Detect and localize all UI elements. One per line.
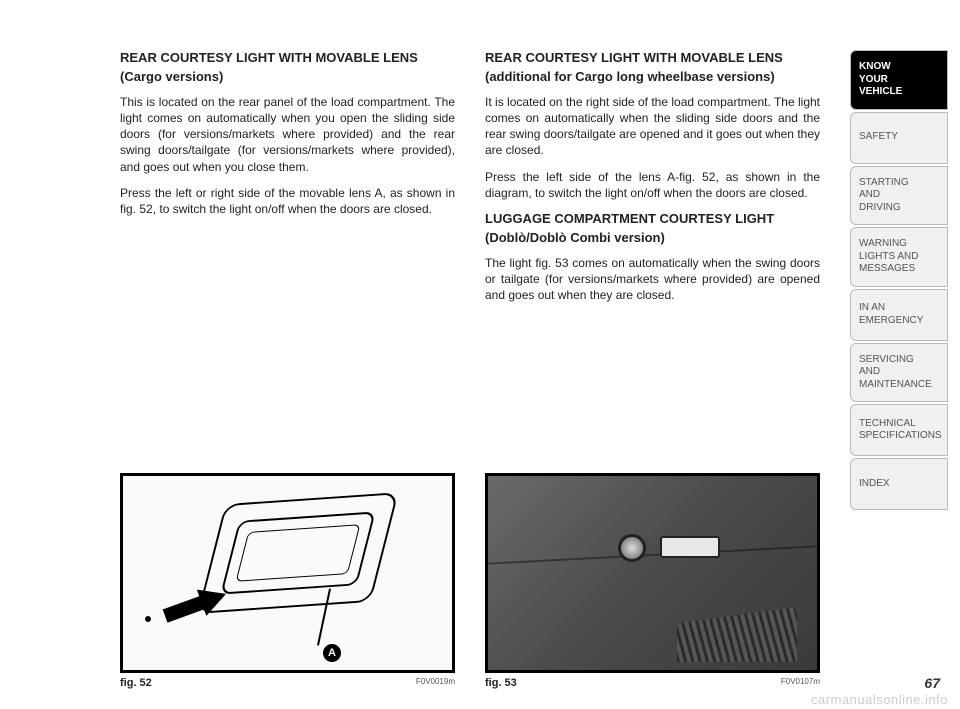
paragraph: The light fig. 53 comes on automatically…: [485, 255, 820, 304]
tab-servicing-maintenance[interactable]: SERVICINGANDMAINTENANCE: [850, 343, 948, 403]
tab-know-your-vehicle[interactable]: KNOWYOURVEHICLE: [850, 50, 948, 110]
tab-starting-and-driving[interactable]: STARTINGANDDRIVING: [850, 166, 948, 226]
tab-label: TECHNICALSPECIFICATIONS: [859, 418, 942, 443]
figure-53: [485, 473, 820, 673]
tab-label: IN ANEMERGENCY: [859, 302, 923, 327]
section-subhead-right: (additional for Cargo long wheelbase ver…: [485, 69, 820, 84]
tab-warning-lights[interactable]: WARNINGLIGHTS ANDMESSAGES: [850, 227, 948, 287]
tab-in-an-emergency[interactable]: IN ANEMERGENCY: [850, 289, 948, 341]
paragraph: Press the left side of the lens A-fig. 5…: [485, 169, 820, 201]
figure-52: A: [120, 473, 455, 673]
tab-label: SAFETY: [859, 131, 898, 144]
section-tabs: KNOWYOURVEHICLE SAFETY STARTINGANDDRIVIN…: [850, 0, 960, 709]
page-number: 67: [924, 675, 940, 691]
speaker-grille-icon: [677, 607, 797, 662]
section-subhead-luggage: (Doblò/Doblò Combi version): [485, 230, 820, 245]
figure-label: fig. 53: [485, 677, 517, 689]
figure-label: fig. 52: [120, 677, 152, 689]
watermark: carmanualsonline.info: [811, 692, 948, 707]
figure-code: F0V0107m: [781, 677, 820, 689]
tab-label: KNOWYOURVEHICLE: [859, 61, 902, 99]
paragraph: Press the left or right side of the mova…: [120, 185, 455, 217]
panel-seam: [488, 545, 817, 564]
panel-dot-icon: [145, 616, 151, 622]
tab-label: INDEX: [859, 478, 890, 491]
label-plate-icon: [660, 536, 720, 558]
tab-label: STARTINGANDDRIVING: [859, 177, 909, 215]
tab-index[interactable]: INDEX: [850, 458, 948, 510]
tab-safety[interactable]: SAFETY: [850, 112, 948, 164]
round-light-icon: [618, 534, 646, 562]
paragraph: It is located on the right side of the l…: [485, 94, 820, 159]
tab-label: WARNINGLIGHTS ANDMESSAGES: [859, 238, 918, 276]
callout-a: A: [323, 644, 341, 662]
tab-technical-specifications[interactable]: TECHNICALSPECIFICATIONS: [850, 404, 948, 456]
figure-code: F0V0019m: [416, 677, 455, 689]
tab-label: SERVICINGANDMAINTENANCE: [859, 354, 932, 392]
section-heading-right: REAR COURTESY LIGHT WITH MOVABLE LENS: [485, 50, 820, 67]
paragraph: This is located on the rear panel of the…: [120, 94, 455, 175]
section-subhead-left: (Cargo versions): [120, 69, 455, 84]
courtesy-light-icon: [197, 492, 398, 614]
section-heading-left: REAR COURTESY LIGHT WITH MOVABLE LENS: [120, 50, 455, 67]
section-heading-luggage: LUGGAGE COMPARTMENT COURTESY LIGHT: [485, 211, 820, 228]
